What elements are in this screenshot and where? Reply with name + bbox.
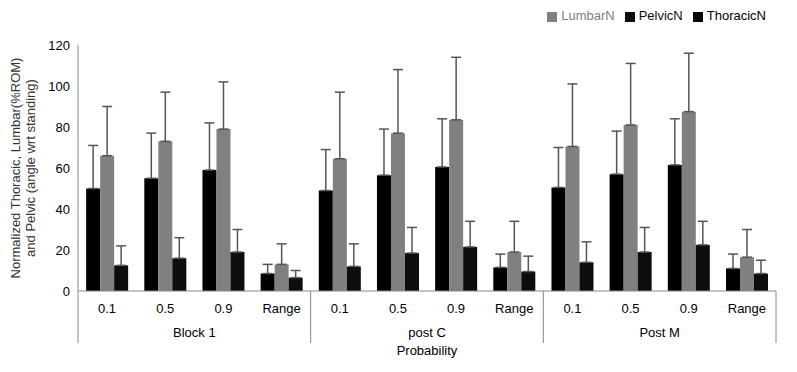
svg-text:0.5: 0.5 [389, 301, 407, 316]
html-text:ThoracicN: ThoracicN [706, 8, 766, 23]
svg-text:0.9: 0.9 [447, 301, 465, 316]
svg-text:0.1: 0.1 [331, 301, 349, 316]
svg-text:Normalized Thoracic, Lumbar(%R: Normalized Thoracic, Lumbar(%ROM)and Pel… [8, 58, 38, 279]
svg-text:post C: post C [408, 325, 446, 340]
svg-text:40: 40 [56, 202, 70, 217]
svg-text:0.9: 0.9 [680, 301, 698, 316]
svg-text:0.5: 0.5 [156, 301, 174, 316]
svg-text:Range: Range [262, 301, 300, 316]
html-text:LumbarN: LumbarN [561, 8, 615, 23]
svg-text:0.5: 0.5 [622, 301, 640, 316]
svg-text:Range: Range [728, 301, 766, 316]
svg-text:0.1: 0.1 [563, 301, 581, 316]
svg-text:0.9: 0.9 [214, 301, 232, 316]
svg-text:80: 80 [56, 120, 70, 135]
svg-text:Post M: Post M [639, 325, 679, 340]
svg-text:Probability: Probability [397, 343, 458, 358]
svg-text:120: 120 [48, 38, 70, 53]
svg-text:Range: Range [495, 301, 533, 316]
svg-text:0.1: 0.1 [98, 301, 116, 316]
html-text:PelvicN: PelvicN [638, 8, 683, 23]
svg-text:Block 1: Block 1 [173, 325, 216, 340]
svg-text:20: 20 [56, 243, 70, 258]
svg-text:0: 0 [63, 284, 70, 299]
svg-text:100: 100 [48, 79, 70, 94]
svg-text:60: 60 [56, 161, 70, 176]
